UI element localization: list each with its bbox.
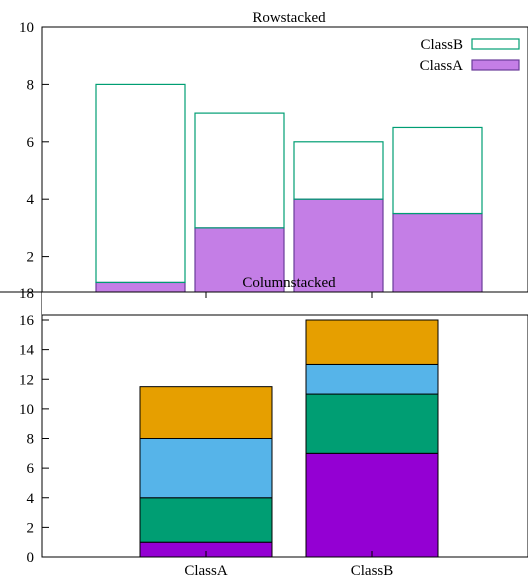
columnstacked-y-tick-label: 2 bbox=[27, 520, 35, 536]
columnstacked-y-tick-label: 16 bbox=[19, 313, 35, 329]
rowstacked-legend-swatch bbox=[471, 38, 520, 50]
rowstacked-bar-segment-classb bbox=[95, 83, 186, 284]
columnstacked-y-tick-label: 12 bbox=[19, 372, 34, 388]
columnstacked-x-tick-label: ClassB bbox=[351, 563, 394, 579]
columnstacked-y-axis: 0 2 4 6 8 10 12 14 16 18 bbox=[19, 286, 49, 566]
columnstacked-bar-segment bbox=[305, 393, 439, 454]
rowstacked-y-axis: 2 4 6 8 10 bbox=[19, 20, 49, 266]
columnstacked-title: Columnstacked bbox=[242, 275, 336, 291]
columnstacked-y-tick-label: 18 bbox=[19, 286, 34, 302]
rowstacked-bar-segment-classb bbox=[293, 141, 384, 200]
columnstacked-bar-segment bbox=[305, 319, 439, 365]
columnstacked-y-tick-label: 6 bbox=[27, 461, 35, 477]
columnstacked-bar-segment bbox=[305, 452, 439, 558]
columnstacked-x-axis: ClassA ClassB bbox=[184, 551, 393, 579]
rowstacked-bar-segment-classb bbox=[392, 126, 483, 215]
rowstacked-bar-segment-classb bbox=[194, 112, 285, 229]
rowstacked-legend-label: ClassA bbox=[420, 58, 464, 74]
columnstacked-background bbox=[42, 292, 528, 579]
columnstacked-bars bbox=[139, 319, 439, 558]
rowstacked-y-tick-label: 4 bbox=[27, 192, 35, 208]
columnstacked-bar-segment bbox=[305, 363, 439, 395]
columnstacked-y-tick-label: 8 bbox=[27, 432, 35, 448]
rowstacked-chart: Rowstacked 2 4 6 8 10 ClassB ClassA bbox=[19, 10, 528, 315]
columnstacked-y-tick-label: 4 bbox=[27, 491, 35, 507]
rowstacked-legend: ClassB ClassA bbox=[420, 37, 520, 74]
rowstacked-legend-swatch bbox=[471, 59, 520, 71]
rowstacked-y-tick-label: 8 bbox=[27, 77, 35, 93]
columnstacked-x-tick-label: ClassA bbox=[184, 563, 228, 579]
rowstacked-y-tick-label: 10 bbox=[19, 20, 34, 36]
columnstacked-y-tick-label: 0 bbox=[27, 550, 35, 566]
rowstacked-title: Rowstacked bbox=[252, 10, 326, 26]
columnstacked-plot-frame bbox=[41, 314, 528, 558]
columnstacked-bar-segment bbox=[139, 438, 273, 499]
columnstacked-y-tick-label: 10 bbox=[19, 402, 34, 418]
rowstacked-y-tick-label: 6 bbox=[27, 135, 35, 151]
columnstacked-bar-segment bbox=[139, 386, 273, 439]
columnstacked-y-tick-label: 14 bbox=[19, 343, 35, 359]
rowstacked-y-tick-label: 2 bbox=[27, 250, 35, 266]
columnstacked-bar-segment bbox=[139, 497, 273, 543]
rowstacked-legend-label: ClassB bbox=[420, 37, 463, 53]
